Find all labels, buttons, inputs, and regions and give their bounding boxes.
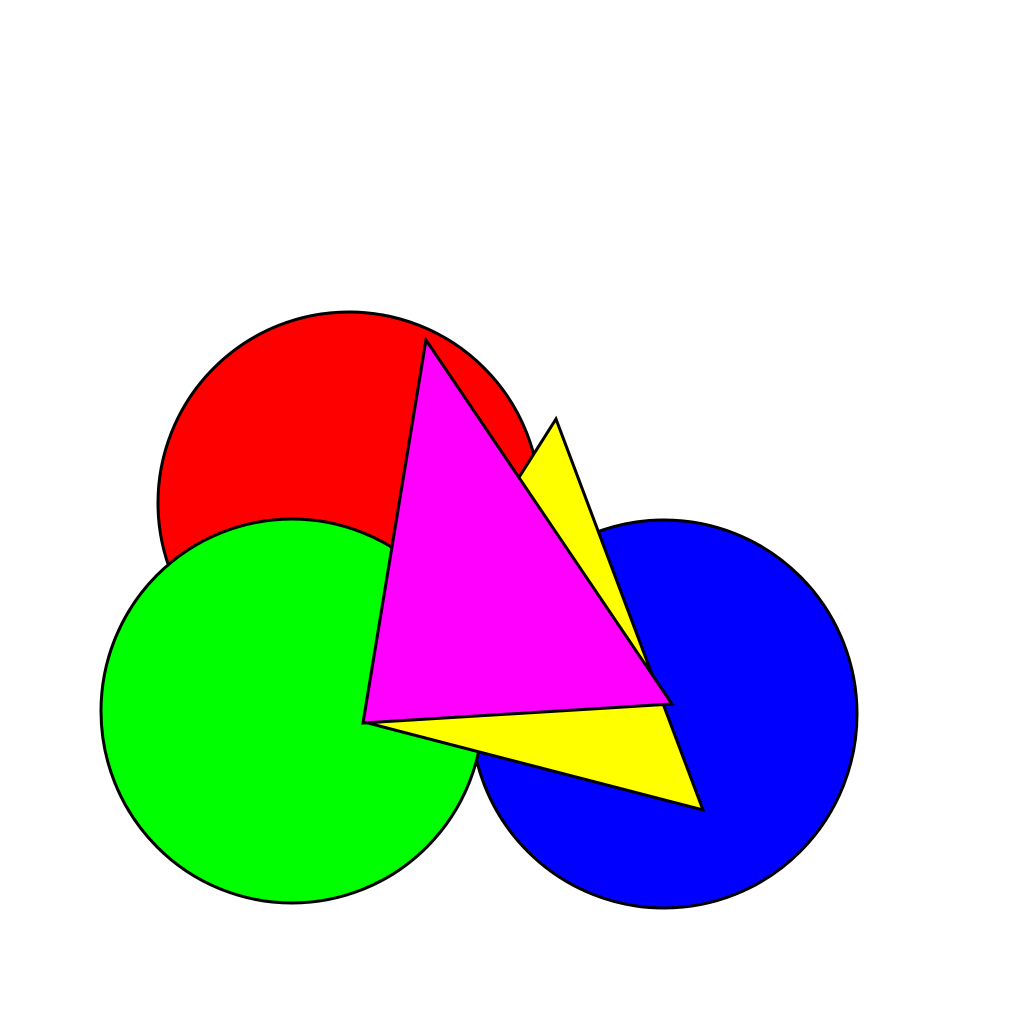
magenta-triangle xyxy=(361,336,675,725)
